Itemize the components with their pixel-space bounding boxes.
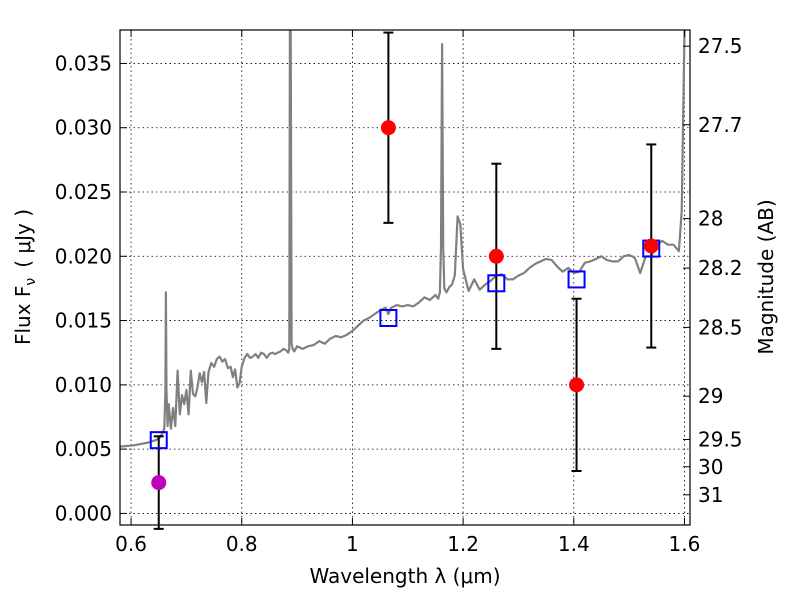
model-photometry-square xyxy=(149,431,168,450)
y-tick-label: 0.015 xyxy=(55,309,112,333)
x-tick-label: 0.6 xyxy=(115,532,147,556)
y2-tick-label: 31 xyxy=(698,483,723,507)
y2-axis-label: Magnitude (AB) xyxy=(754,199,778,354)
y-axis-label-main: Flux F xyxy=(11,286,35,345)
y-axis-label-subscript: ν xyxy=(23,278,39,286)
observed-photometry-point xyxy=(380,120,396,136)
axes-frame xyxy=(119,29,691,526)
y2-tick-label: 29 xyxy=(698,384,723,408)
y-axis-label: Flux Fν ( μJy ) xyxy=(11,209,39,345)
observed-photometry-point xyxy=(488,248,504,264)
y2-tick-label: 28.2 xyxy=(698,256,743,280)
x-tick-label: 1.4 xyxy=(558,532,590,556)
x-tick-label: 1 xyxy=(346,532,359,556)
y2-tick-label: 28 xyxy=(698,207,723,231)
observed-photometry-point xyxy=(569,377,585,393)
model-photometry-square xyxy=(487,274,506,293)
x-tick-label: 1.2 xyxy=(447,532,479,556)
plot-area xyxy=(119,30,686,530)
x-tick-label: 0.8 xyxy=(226,532,258,556)
y-tick-label: 0.025 xyxy=(55,180,112,204)
y-tick-label: 0.000 xyxy=(55,501,112,525)
y-axis-label-unit: ( μJy ) xyxy=(11,209,35,268)
x-tick-label: 1.6 xyxy=(669,532,701,556)
observed-photometry-point xyxy=(643,238,659,254)
y2-tick-label: 29.5 xyxy=(698,428,743,452)
x-axis-label: Wavelength λ (μm) xyxy=(309,564,500,588)
model-photometry-square xyxy=(379,309,398,327)
y-tick-label: 0.020 xyxy=(55,244,112,268)
axes: 0.6 0.8 1 1.2 1.4 1.6 0.000 0.005 0.010 0.015 0.02… xyxy=(55,30,743,556)
model-photometry-square xyxy=(567,270,586,289)
y2-tick-label: 27.7 xyxy=(698,113,743,137)
y-tick-label: 0.035 xyxy=(55,51,112,75)
sed-spectrum-line xyxy=(119,30,686,448)
y2-tick-label: 28.5 xyxy=(698,315,743,339)
observed-photometry-point xyxy=(151,475,167,491)
y2-tick-label: 27.5 xyxy=(698,34,743,58)
grid-lines xyxy=(120,30,690,525)
y-tick-label: 0.005 xyxy=(55,437,112,461)
y-tick-label: 0.030 xyxy=(55,116,112,140)
y-tick-label: 0.010 xyxy=(55,373,112,397)
y2-tick-label: 30 xyxy=(698,455,723,479)
